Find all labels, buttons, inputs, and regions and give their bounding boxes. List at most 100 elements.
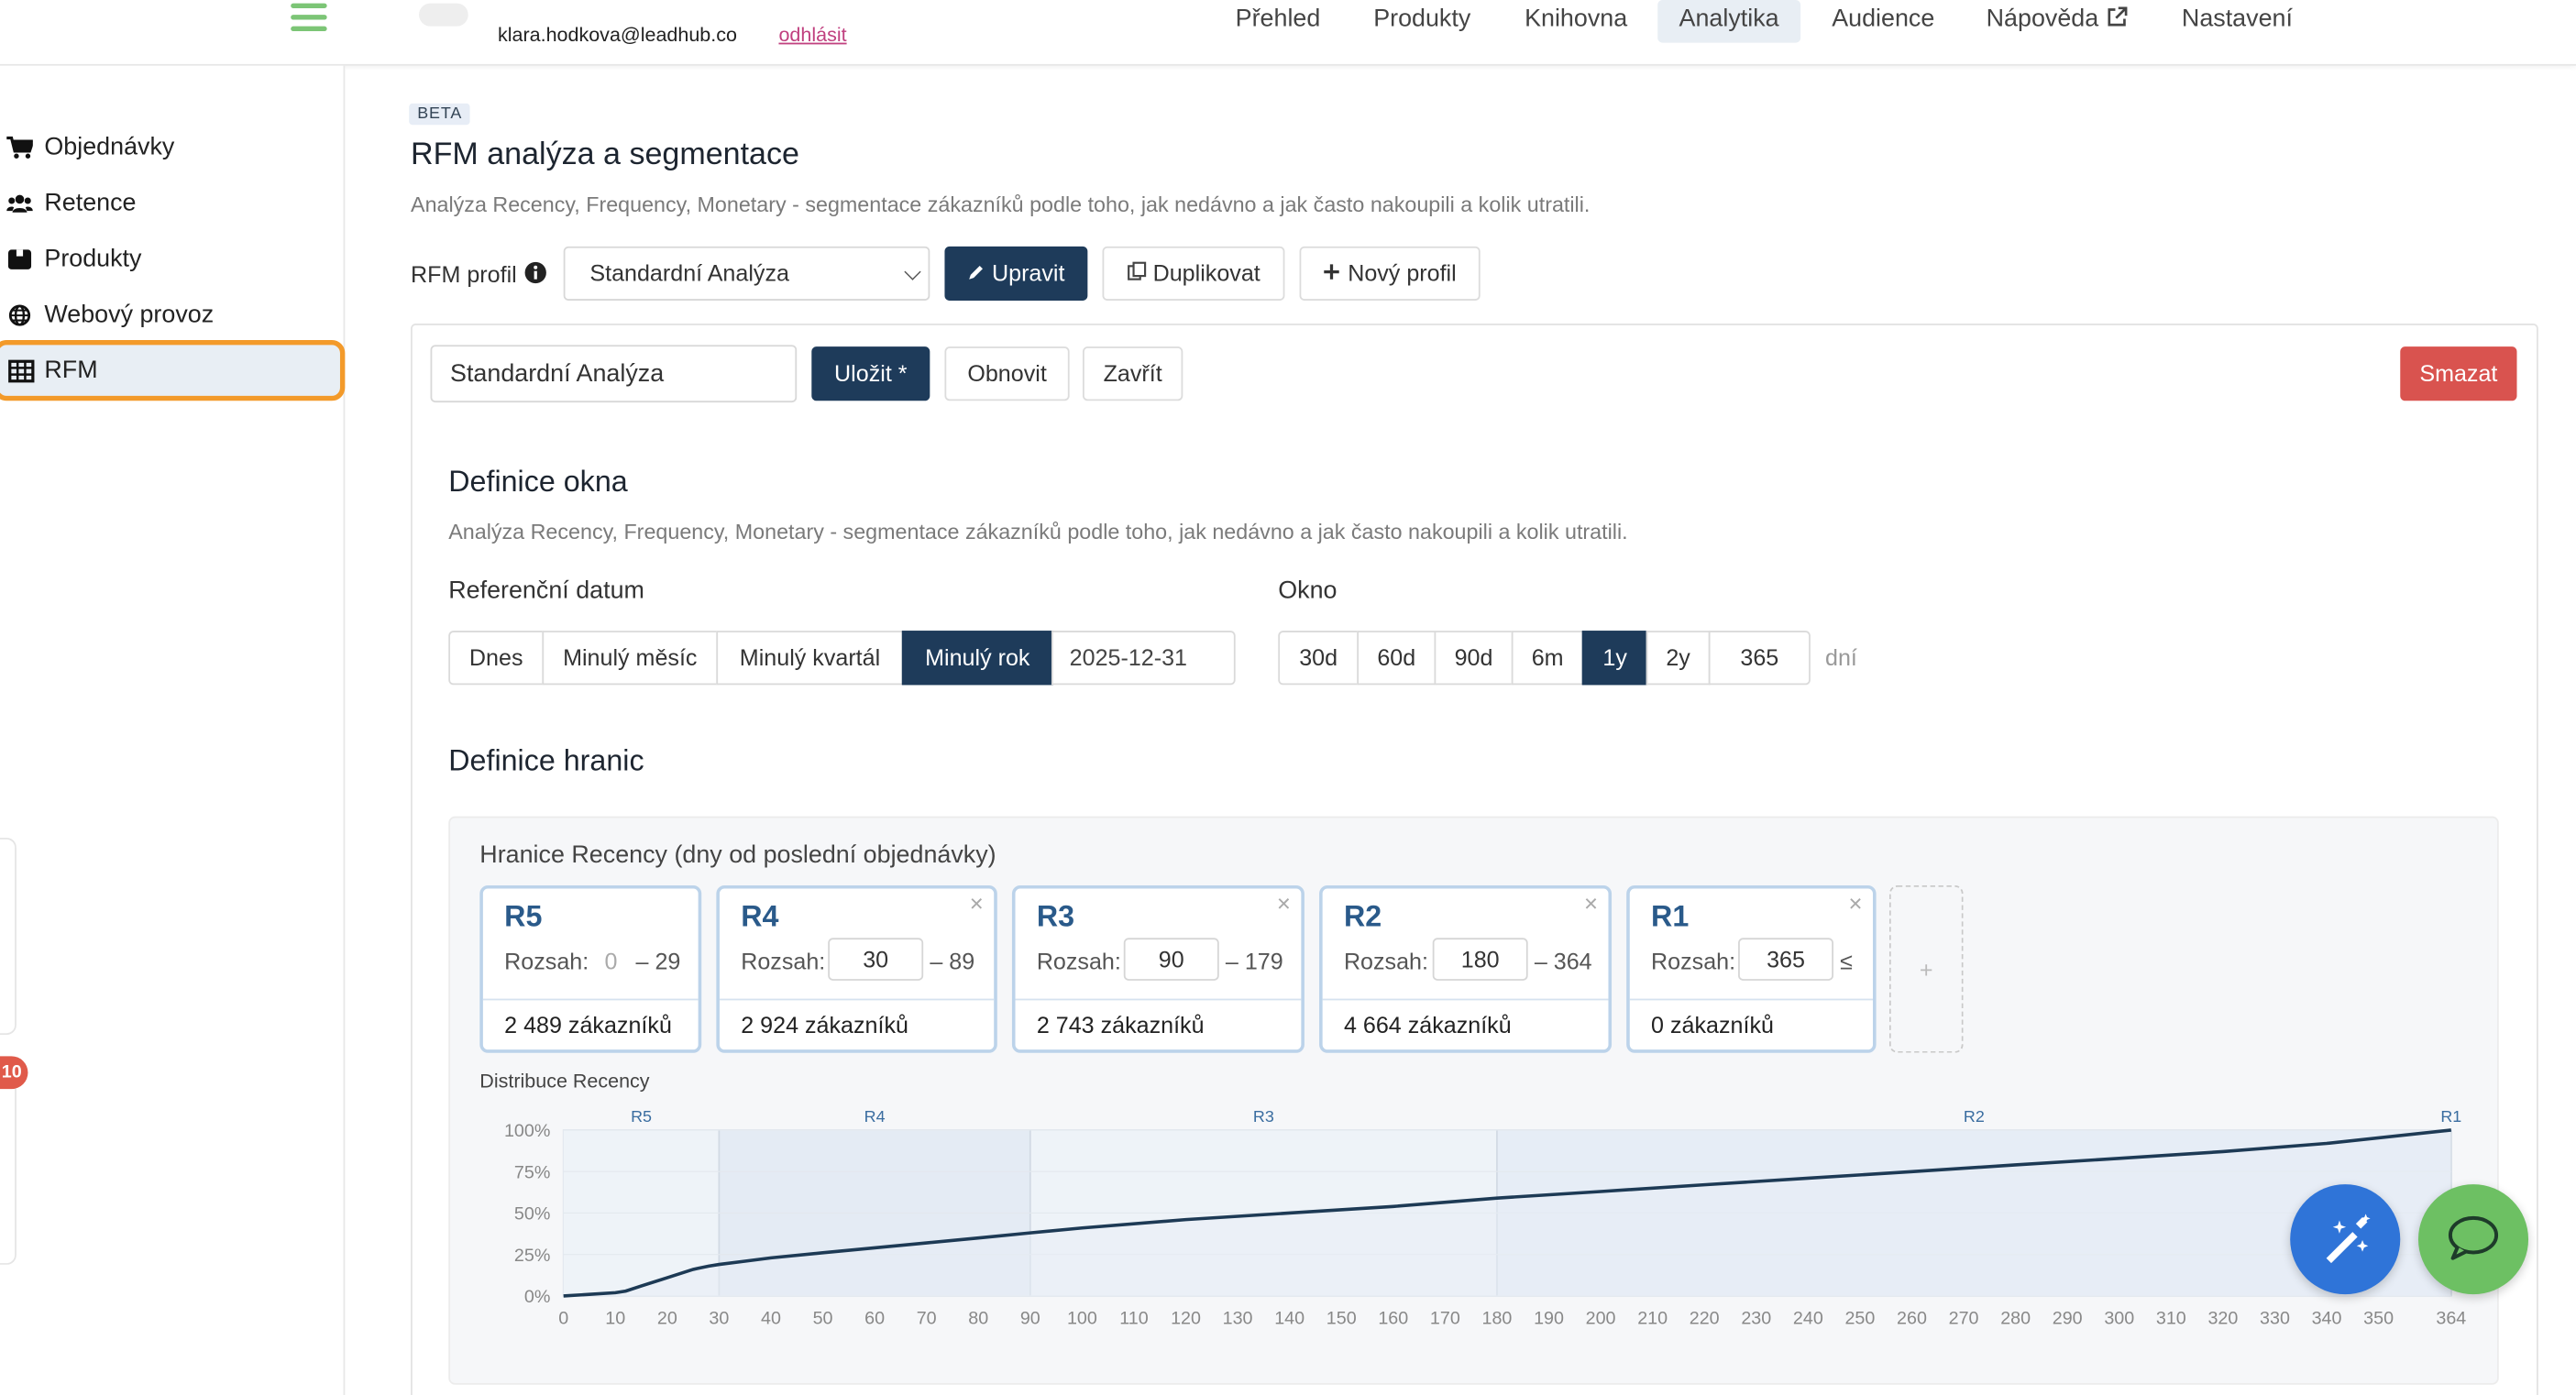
- duplicate-button[interactable]: Duplikovat: [1102, 246, 1285, 301]
- recency-card-r5: R5 Rozsah: 0 – 29 2 489 zákazníků: [479, 884, 702, 1053]
- x-tick-label: 330: [2260, 1308, 2290, 1328]
- x-tick-label: 210: [1637, 1308, 1668, 1328]
- range-from-input[interactable]: 30: [828, 938, 924, 981]
- reference-date-input[interactable]: 2025-12-31: [1051, 631, 1236, 686]
- new-profile-button[interactable]: Nový profil: [1299, 246, 1481, 301]
- profile-name-input[interactable]: Standardní Analýza: [430, 345, 798, 403]
- reference-option-minuly-kvartal[interactable]: Minulý kvartál: [716, 631, 904, 686]
- nav-produkty[interactable]: Produkty: [1373, 5, 1471, 33]
- range-from-input[interactable]: 90: [1123, 938, 1219, 981]
- x-tick-label: 260: [1897, 1308, 1927, 1328]
- range-from-input[interactable]: 365: [1738, 938, 1833, 981]
- recency-card-r4: ✕ R4 Rozsah: 30 – 89 2 924 zákazníků: [716, 884, 997, 1053]
- y-tick-label: 75%: [514, 1162, 550, 1182]
- sidebar-item-webovy-provoz[interactable]: Webový provoz: [0, 291, 345, 340]
- bounds-definition-title: Definice hranic: [448, 743, 644, 777]
- y-tick-label: 100%: [504, 1121, 550, 1141]
- nav-nastaveni[interactable]: Nastavení: [2181, 5, 2293, 33]
- add-bound-button[interactable]: +: [1888, 884, 1964, 1053]
- sidebar-item-retence[interactable]: Retence: [0, 179, 345, 228]
- magic-wand-icon: [2326, 1214, 2371, 1264]
- close-icon[interactable]: ✕: [1847, 895, 1864, 916]
- window-option-2y[interactable]: 2y: [1646, 631, 1711, 686]
- new-profile-button-label: Nový profil: [1348, 259, 1457, 286]
- y-tick-label: 0%: [524, 1287, 550, 1307]
- x-tick-label: 280: [2000, 1308, 2031, 1328]
- range-label: Rozsah:: [741, 948, 826, 974]
- nav-audience[interactable]: Audience: [1832, 5, 1935, 33]
- close-icon[interactable]: ✕: [1276, 895, 1292, 916]
- chat-button[interactable]: [2417, 1184, 2529, 1295]
- x-tick-label: 364: [2436, 1308, 2466, 1328]
- logout-link[interactable]: odhlásit: [778, 23, 847, 47]
- band-label-r1: R1: [2440, 1107, 2461, 1126]
- y-tick-label: 50%: [514, 1204, 550, 1225]
- y-tick-label: 25%: [514, 1246, 550, 1266]
- nav-analytika[interactable]: Analytika: [1657, 0, 1800, 43]
- info-icon[interactable]: [524, 261, 547, 284]
- sidebar-item-label: Objednávky: [44, 133, 175, 161]
- reference-option-dnes[interactable]: Dnes: [448, 631, 545, 686]
- x-tick-label: 270: [1949, 1308, 1979, 1328]
- x-tick-label: 140: [1274, 1308, 1305, 1328]
- x-tick-label: 180: [1482, 1308, 1513, 1328]
- window-option-90d[interactable]: 90d: [1434, 631, 1514, 686]
- close-icon[interactable]: ✕: [968, 895, 985, 916]
- x-tick-label: 90: [1020, 1308, 1040, 1328]
- window-days-input[interactable]: 365: [1708, 631, 1811, 686]
- rfm-profile-select[interactable]: Standardní Analýza: [563, 246, 930, 301]
- range-label: Rozsah:: [1343, 948, 1428, 974]
- reference-option-minuly-mesic[interactable]: Minulý měsíc: [542, 631, 719, 686]
- window-option-6m[interactable]: 6m: [1511, 631, 1584, 686]
- sidebar-item-objednavky[interactable]: Objednávky: [0, 123, 345, 172]
- recency-distribution-chart: R5 R4 R3 R2 R1 0% 25% 50% 75% 100% 0 10 20 30 40 50 60 70…: [504, 1107, 2466, 1328]
- magic-wand-button[interactable]: [2290, 1184, 2401, 1295]
- sidebar-item-label: Retence: [44, 189, 137, 217]
- sidebar-item-label: RFM: [44, 356, 98, 385]
- reference-date-label: Referenční datum: [448, 577, 644, 605]
- x-tick-label: 190: [1534, 1308, 1564, 1328]
- window-option-30d[interactable]: 30d: [1278, 631, 1360, 686]
- rfm-profile-selected: Standardní Analýza: [589, 259, 789, 286]
- x-tick-label: 230: [1741, 1308, 1771, 1328]
- range-from-input[interactable]: 180: [1432, 938, 1528, 981]
- cart-icon: [6, 136, 33, 159]
- save-button[interactable]: Uložit *: [811, 346, 930, 401]
- duplicate-button-label: Duplikovat: [1152, 259, 1260, 286]
- reference-option-minuly-rok[interactable]: Minulý rok: [901, 631, 1053, 686]
- plus-icon: [1325, 264, 1340, 280]
- x-tick-label: 0: [558, 1308, 568, 1328]
- external-link-icon: [2107, 6, 2127, 27]
- customer-count: 0 zákazníků: [1651, 1011, 1774, 1038]
- range-to: – 364: [1534, 948, 1592, 974]
- beta-badge: BETA: [409, 103, 471, 126]
- window-option-1y[interactable]: 1y: [1581, 631, 1648, 686]
- series-line: [563, 1128, 2452, 1298]
- customer-count: 2 489 zákazníků: [504, 1011, 672, 1038]
- edit-button-label: Upravit: [992, 259, 1065, 286]
- sidebar-item-rfm[interactable]: RFM: [0, 339, 346, 401]
- edit-button[interactable]: Upravit: [944, 246, 1088, 301]
- nav-prehled[interactable]: Přehled: [1235, 5, 1321, 33]
- close-button[interactable]: Zavřít: [1082, 346, 1183, 401]
- sidebar-item-produkty[interactable]: Produkty: [0, 235, 345, 284]
- recency-card-r2: ✕ R2 Rozsah: 180 – 364 4 664 zákazníků: [1319, 884, 1613, 1053]
- menu-icon[interactable]: [291, 3, 327, 33]
- window-label: Okno: [1278, 577, 1338, 605]
- chat-icon: [2448, 1215, 2499, 1260]
- sidebar: [0, 65, 346, 1395]
- refresh-button[interactable]: Obnovit: [944, 346, 1070, 401]
- x-tick-label: 130: [1223, 1308, 1253, 1328]
- close-icon[interactable]: ✕: [1583, 895, 1599, 916]
- card-title: R4: [741, 900, 779, 933]
- box-icon: [7, 249, 32, 269]
- x-tick-label: 100: [1067, 1308, 1097, 1328]
- card-title: R2: [1343, 900, 1382, 933]
- nav-knihovna[interactable]: Knihovna: [1525, 5, 1628, 33]
- window-option-60d[interactable]: 60d: [1357, 631, 1437, 686]
- notification-badge[interactable]: 10: [0, 1056, 28, 1090]
- rfm-profile-label: RFM profil: [411, 260, 517, 288]
- nav-napoveda[interactable]: Nápověda: [1965, 0, 2127, 43]
- delete-button[interactable]: Smazat: [2400, 346, 2517, 401]
- band-label-r2: R2: [1964, 1107, 1985, 1126]
